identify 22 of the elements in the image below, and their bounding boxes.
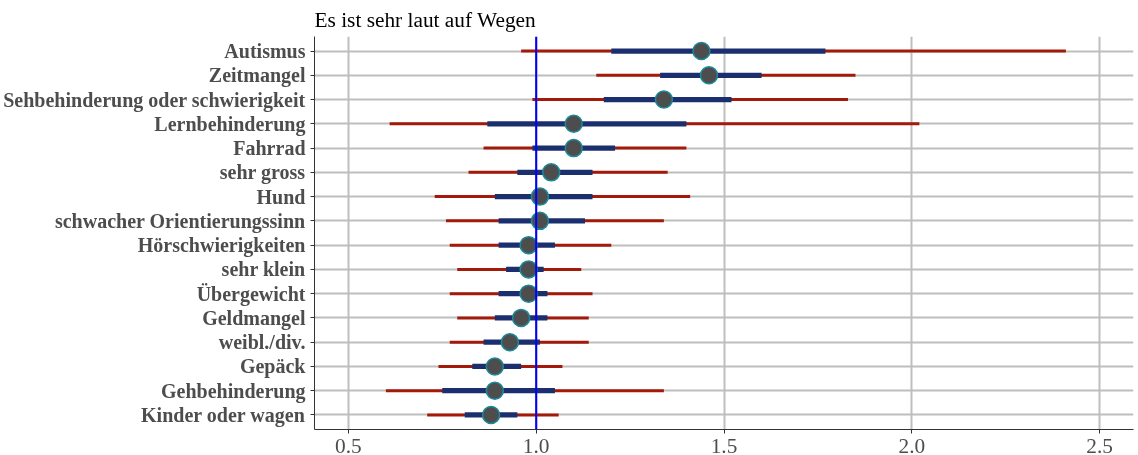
x-tick-label: 1.0 xyxy=(522,433,550,455)
x-tick-label: 0.5 xyxy=(334,433,362,455)
y-tick-label: weibl./div. xyxy=(218,331,306,354)
x-tick-label: 1.5 xyxy=(710,433,738,455)
y-tick-label: Gepäck xyxy=(239,355,307,379)
y-tick-label: Hörschwierigkeiten xyxy=(137,234,306,258)
y-tick-label: Autismus xyxy=(224,40,306,63)
y-tick-label: Zeitmangel xyxy=(208,64,306,88)
y-tick-label: Fahrrad xyxy=(233,137,306,160)
y-tick-label: Hund xyxy=(256,185,306,208)
y-tick-label: Lernbehinderung xyxy=(154,112,306,136)
y-tick-label: Übergewicht xyxy=(196,282,306,306)
y-tick-label: sehr klein xyxy=(221,258,306,281)
x-tick-label: 2.5 xyxy=(1086,433,1114,455)
y-tick-label: Kinder oder wagen xyxy=(141,403,305,427)
y-tick-label: Sehbehinderung oder schwierigkeit xyxy=(3,88,306,112)
chart-title: Es ist sehr laut auf Wegen xyxy=(314,7,537,32)
y-tick-label: Gehbehinderung xyxy=(161,379,306,403)
y-tick-label: sehr gross xyxy=(219,161,306,185)
y-tick-label: Geldmangel xyxy=(202,306,306,330)
x-tick-label: 2.0 xyxy=(898,433,926,455)
y-tick-label: schwacher Orientierungssinn xyxy=(54,209,306,233)
